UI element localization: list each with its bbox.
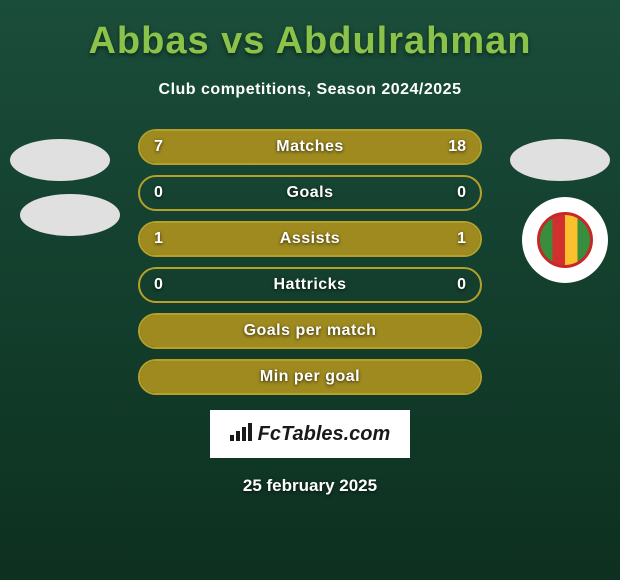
stat-label: Hattricks [274,276,347,294]
stat-value-right: 0 [457,184,466,202]
player-left-avatar-2 [20,194,120,236]
player-right-avatar [510,139,610,181]
player-left-avatar-1 [10,139,110,181]
stat-label: Goals per match [244,322,377,340]
stat-value-left: 7 [154,138,163,156]
main-container: Abbas vs Abdulrahman Club competitions, … [0,0,620,516]
stat-fill-right [235,131,480,163]
stats-area: 7 18 Matches 0 0 Goals 1 1 Assists 0 0 Hattricks Goa… [0,129,620,496]
stat-bar-hattricks: 0 0 Hattricks [138,267,482,303]
page-title: Abbas vs Abdulrahman [0,20,620,63]
team-badge-right [522,197,608,283]
date-label: 25 february 2025 [0,476,620,496]
stat-bar-goals-per-match: Goals per match [138,313,482,349]
stat-bar-min-per-goal: Min per goal [138,359,482,395]
team-badge-icon [537,212,593,268]
stat-label: Min per goal [260,368,360,386]
stat-label: Matches [276,138,344,156]
stat-value-left: 1 [154,230,163,248]
stat-label: Goals [287,184,334,202]
brand-logo-box[interactable]: FcTables.com [210,410,410,458]
stat-value-right: 18 [448,138,466,156]
stat-value-left: 0 [154,184,163,202]
stat-bar-matches: 7 18 Matches [138,129,482,165]
stat-value-right: 1 [457,230,466,248]
stat-bar-assists: 1 1 Assists [138,221,482,257]
stat-value-left: 0 [154,276,163,294]
stat-bars-container: 7 18 Matches 0 0 Goals 1 1 Assists 0 0 Hattricks Goa… [138,129,482,395]
stat-value-right: 0 [457,276,466,294]
chart-icon [230,423,252,446]
stat-label: Assists [280,230,340,248]
brand-logo-text: FcTables.com [258,423,391,446]
stat-bar-goals: 0 0 Goals [138,175,482,211]
subtitle: Club competitions, Season 2024/2025 [0,81,620,99]
